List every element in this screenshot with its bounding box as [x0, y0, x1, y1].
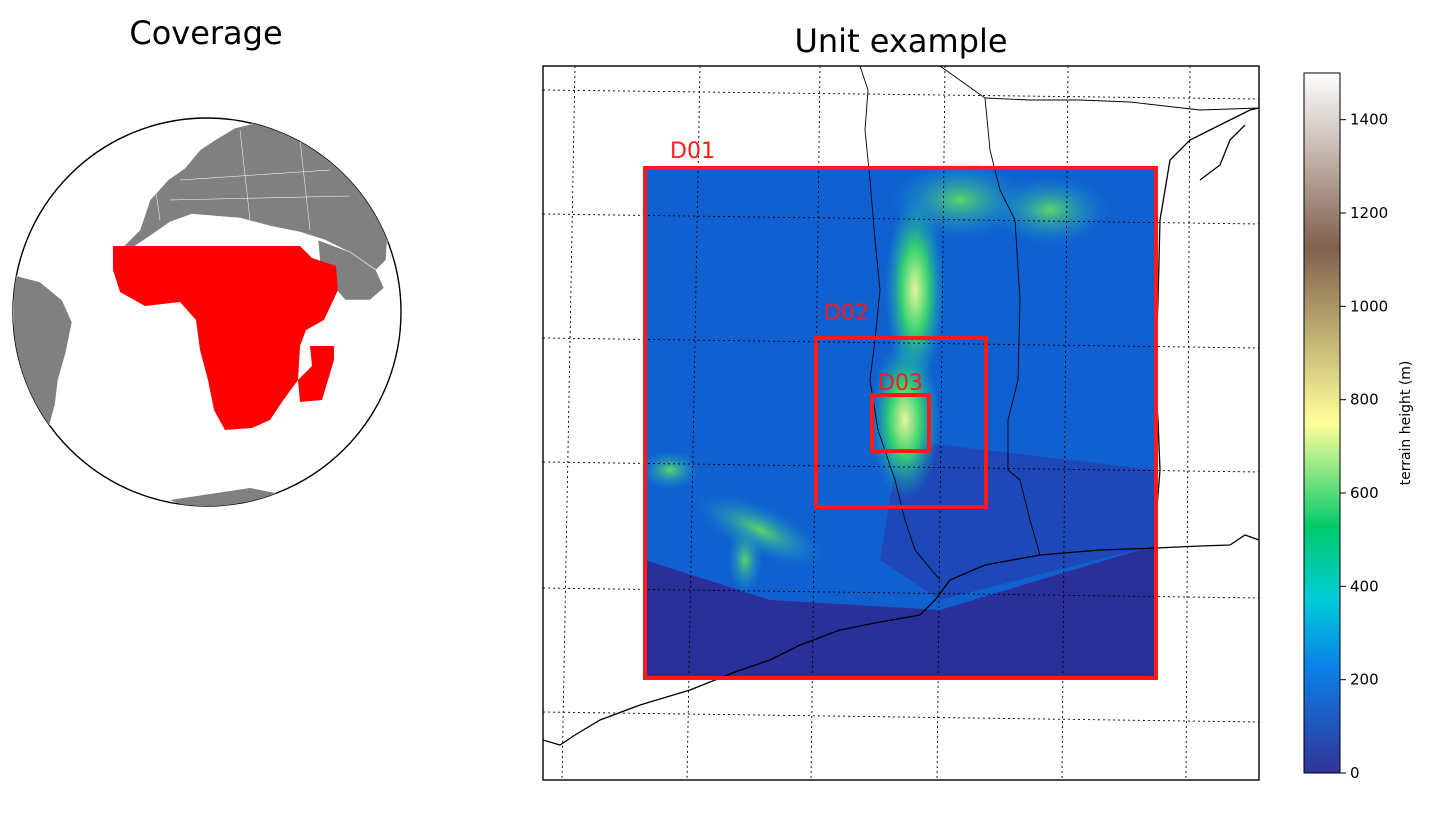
domain-label-d01: D01 [670, 139, 715, 164]
colorbar-label: terrain height (m) [1398, 361, 1414, 486]
colorbar-tick-label: 400 [1350, 577, 1379, 595]
domain-label-d03: D03 [878, 371, 923, 396]
gridlines [543, 66, 1259, 780]
domain-box-d02 [814, 336, 988, 509]
colorbar-tick-label: 600 [1350, 484, 1379, 502]
graticule [149, 129, 351, 231]
coastline [543, 107, 1259, 746]
colorbar-tick-label: 1000 [1350, 297, 1388, 315]
coverage-globe [12, 117, 402, 507]
domain-box-d01 [643, 166, 1158, 680]
coverage-title: Coverage [129, 14, 283, 52]
domain-label-d02: D02 [824, 301, 869, 326]
colorbar-tick-label: 200 [1350, 671, 1379, 689]
colorbar-tick-label: 1400 [1350, 111, 1388, 129]
antarctica-landmass [170, 488, 290, 506]
unit-example-map: D01 D02 D03 [542, 65, 1260, 781]
africa-highlight [113, 246, 338, 430]
colorbar-tick-label: 800 [1350, 391, 1379, 409]
colorbar-gradient [1303, 72, 1341, 774]
colorbar-tick-label: 0 [1350, 764, 1360, 782]
colorbar-ticks: 0 200 400 600 800 1000 1200 1400 [1340, 111, 1388, 782]
colorbar-tick-label: 1200 [1350, 204, 1388, 222]
terrain-field [640, 160, 1156, 678]
domain-box-d03 [870, 393, 931, 453]
colorbar: 0 200 400 600 800 1000 1200 1400 terrain height… [1303, 72, 1414, 782]
madagascar-highlight [298, 346, 334, 402]
unit-example-title: Unit example [794, 22, 1008, 60]
